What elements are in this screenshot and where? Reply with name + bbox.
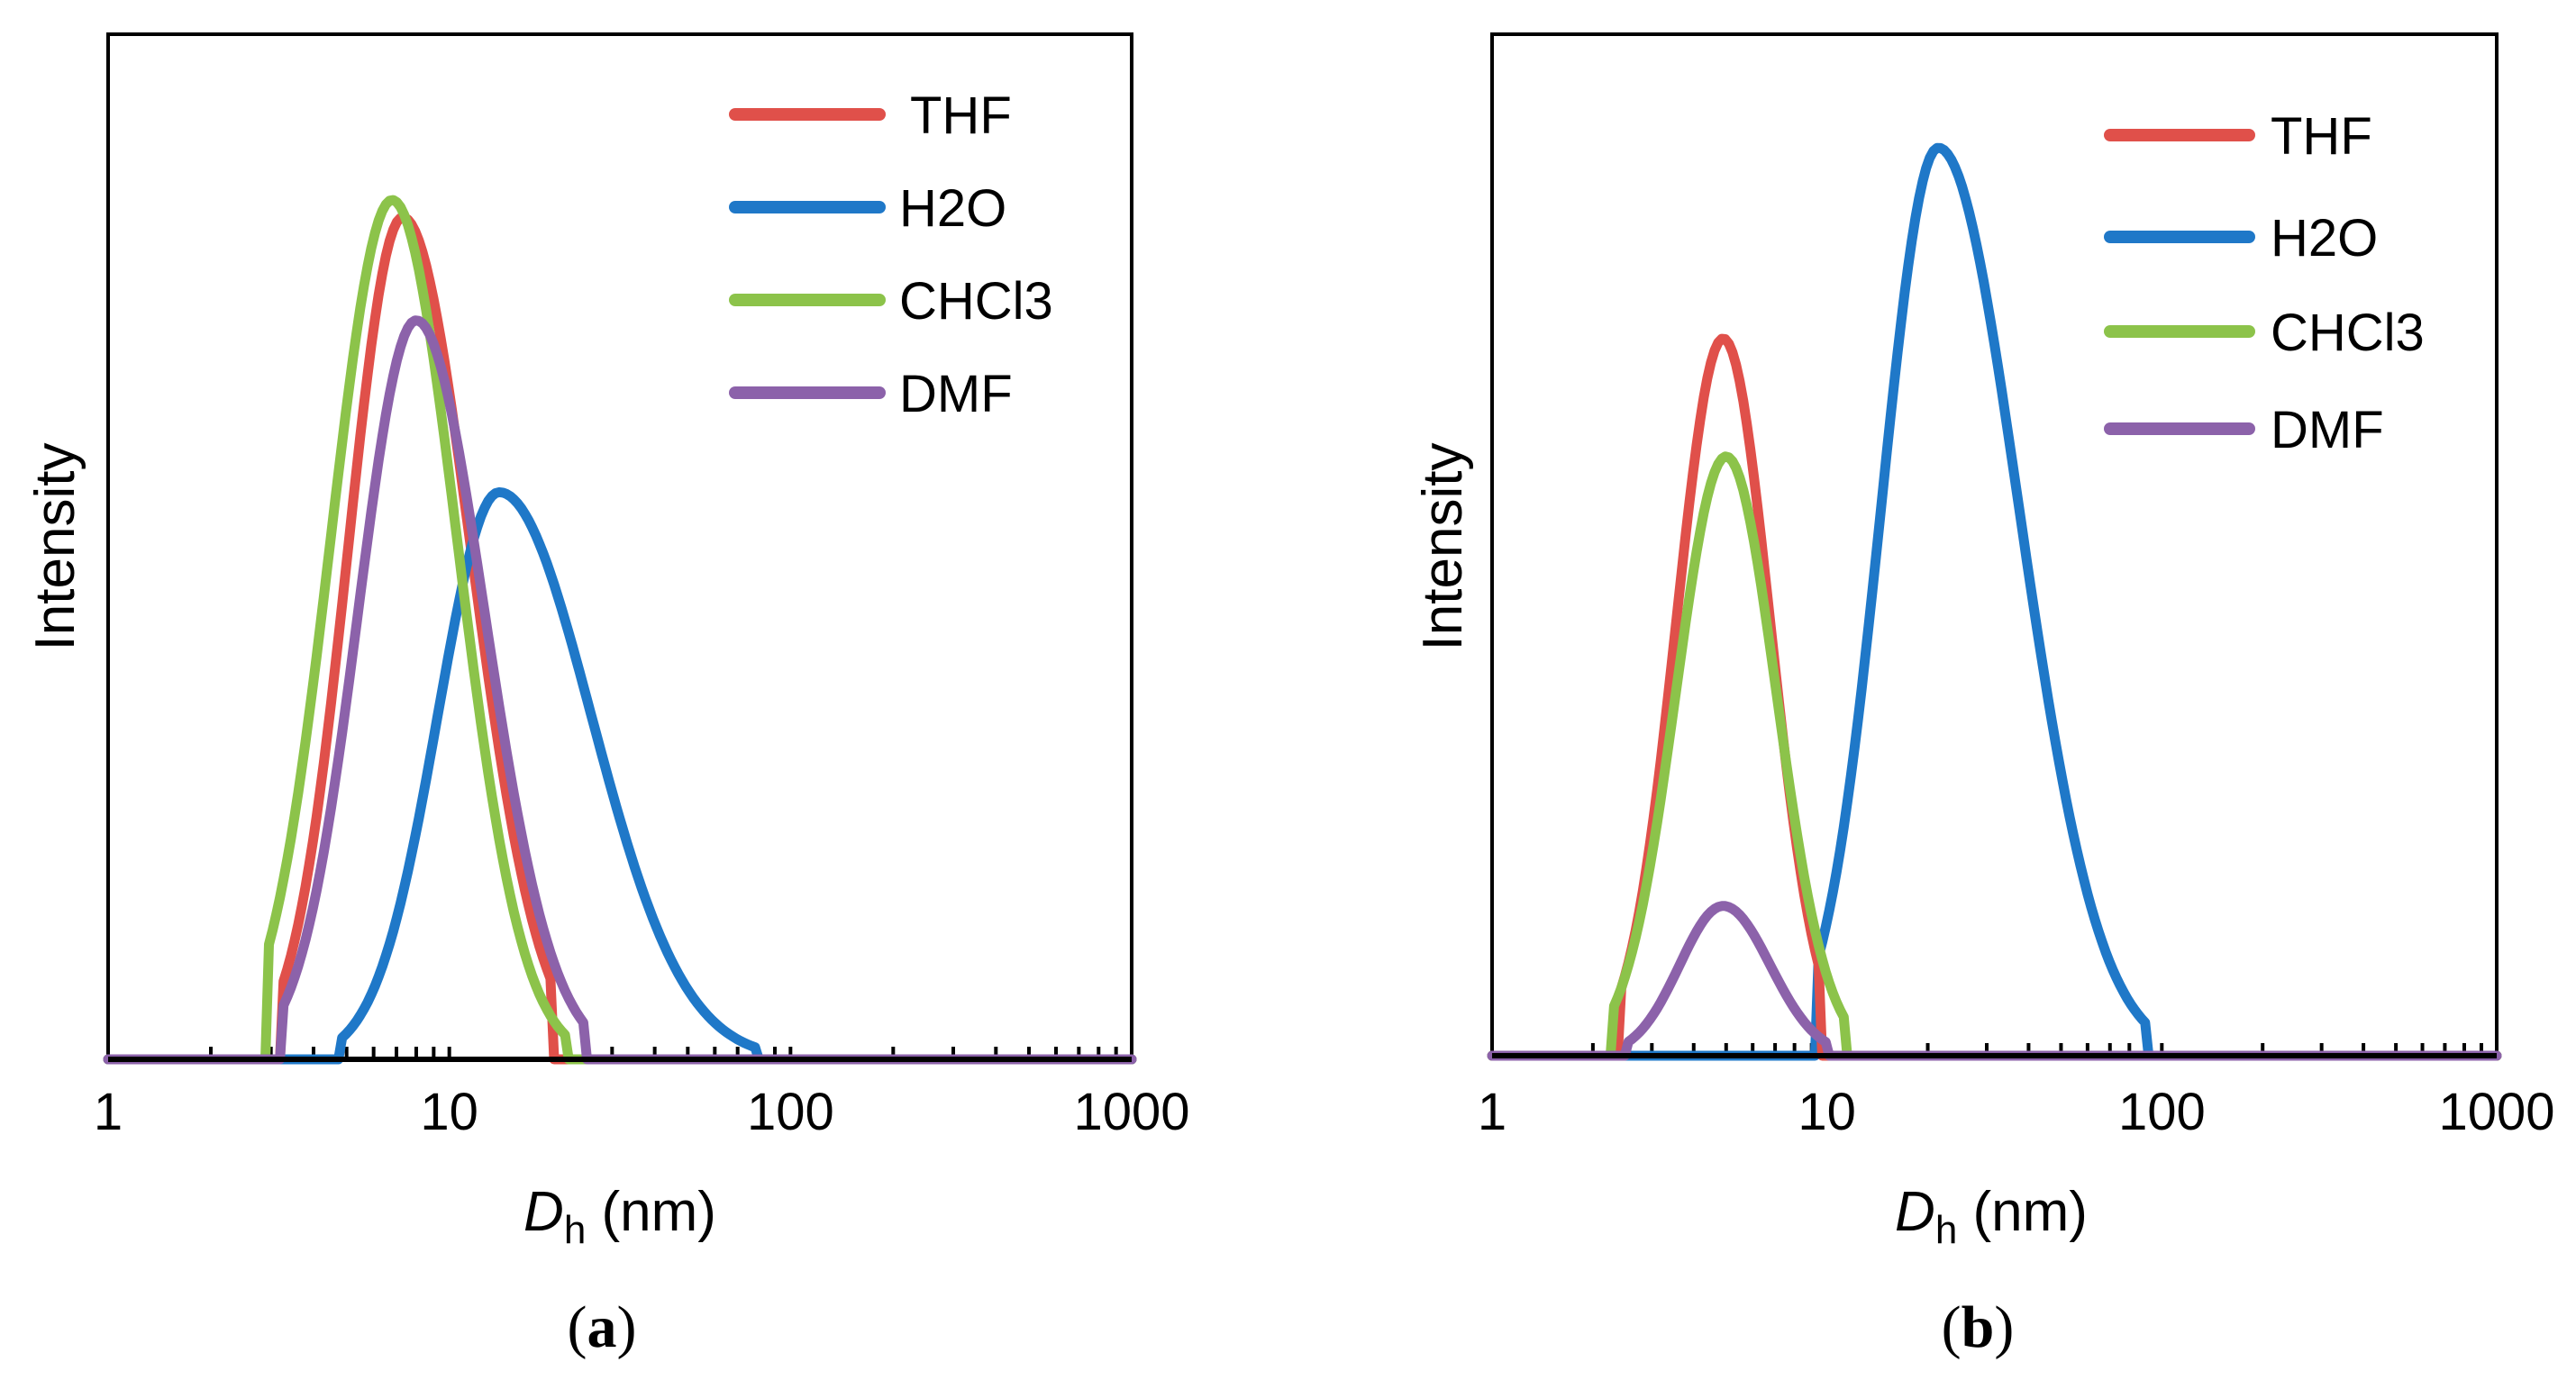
panel-a-x-axis-title-unit: (nm) [586, 1181, 716, 1243]
legend-label-chcl3: CHCl3 [899, 272, 1053, 331]
legend-label-h2o: H2O [2271, 209, 2378, 268]
panel-b-x-axis-title-subscript: h [1935, 1208, 1957, 1252]
x-tick-label: 1 [1478, 1083, 1506, 1141]
legend-item-dmf: DMF [2104, 401, 2384, 459]
x-tick-label: 1 [94, 1083, 123, 1141]
legend-label-h2o: H2O [899, 179, 1006, 238]
legend-item-chcl3: CHCl3 [729, 272, 1053, 331]
panel-a-caption: (a) [568, 1294, 637, 1360]
x-tick-label: 1000 [2438, 1083, 2554, 1141]
panel-a-y-axis-title: Intensity [24, 443, 86, 651]
panel-b-x-axis-title: Dh (nm) [1895, 1181, 2088, 1252]
panel-a-x-tick-labels: 1 10 100 1000 [94, 1083, 1190, 1141]
panel-b-legend: THF H2O CHCl3 DMF [2104, 107, 2425, 459]
panel-b-x-axis-title-symbol: D [1895, 1181, 1935, 1243]
panel-b-caption-letter: b [1962, 1294, 1995, 1360]
legend-item-dmf: DMF [729, 365, 1013, 423]
legend-item-thf: THF [729, 86, 1012, 145]
panel-a-caption-letter: a [587, 1294, 617, 1360]
x-tick-label: 10 [420, 1083, 478, 1141]
x-tick-label: 100 [2118, 1083, 2206, 1141]
panel-b-caption: (b) [1942, 1294, 2015, 1360]
x-tick-label: 10 [1798, 1083, 1856, 1141]
legend-label-chcl3: CHCl3 [2271, 304, 2425, 362]
legend-item-chcl3: CHCl3 [2104, 304, 2425, 362]
panel-b: 1 10 100 1000 THF H2O CHCl3 DMF Intensity D… [1412, 32, 2555, 1360]
panel-a: 1 10 100 1000 THF H2O CHCl3 DMF Intensity D… [24, 32, 1190, 1360]
legend-label-dmf: DMF [2271, 401, 2384, 459]
legend-item-h2o: H2O [729, 179, 1006, 238]
panel-a-x-axis-title-subscript: h [564, 1208, 586, 1252]
legend-item-thf: THF [2104, 107, 2372, 166]
panel-b-caption-close: ) [1994, 1294, 2014, 1360]
panel-a-caption-open: ( [568, 1294, 587, 1360]
legend-label-dmf: DMF [899, 365, 1013, 423]
panel-a-x-axis-title: Dh (nm) [523, 1181, 716, 1252]
x-tick-label: 1000 [1073, 1083, 1189, 1141]
panel-b-x-axis-title-unit: (nm) [1957, 1181, 2088, 1243]
legend-label-thf: THF [910, 86, 1012, 145]
legend-label-thf: THF [2271, 107, 2372, 166]
panel-b-x-tick-labels: 1 10 100 1000 [1478, 1083, 2555, 1141]
panel-a-caption-close: ) [617, 1294, 637, 1360]
panel-a-x-axis-title-symbol: D [523, 1181, 564, 1243]
panel-a-legend: THF H2O CHCl3 DMF [729, 86, 1053, 423]
panel-b-caption-open: ( [1942, 1294, 1962, 1360]
panel-b-plot-frame [1490, 32, 2499, 1058]
panel-b-y-axis-title: Intensity [1412, 443, 1474, 651]
x-tick-label: 100 [747, 1083, 834, 1141]
legend-item-h2o: H2O [2104, 209, 2378, 268]
